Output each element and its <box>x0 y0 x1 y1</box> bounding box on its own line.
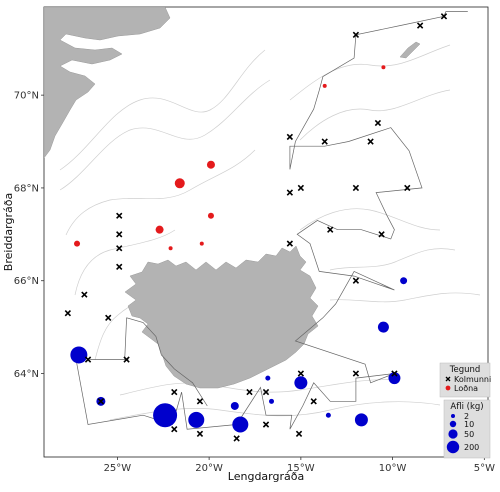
x-tick-label: 10°W <box>379 463 407 474</box>
kolmunni-point <box>321 138 328 145</box>
kolmunni-point <box>262 388 270 396</box>
kolmunni-point <box>286 133 294 141</box>
kolmunni-point <box>374 119 382 127</box>
lodna-point <box>381 65 386 70</box>
kolmunni-point <box>310 398 317 405</box>
lodna-point <box>168 246 173 251</box>
kolmunni-point <box>116 212 123 219</box>
iceland-land <box>124 245 319 389</box>
lodna-point <box>207 212 214 219</box>
kolmunni-point <box>196 430 204 437</box>
kolmunni-point <box>171 388 178 396</box>
kolmunni-point <box>404 184 411 192</box>
kolmunni-point <box>352 277 360 284</box>
legend-kolmunni-symbol <box>445 376 451 382</box>
kolmunni-point <box>367 138 374 145</box>
cruise-track <box>74 11 468 430</box>
kolmunni-point <box>105 314 112 321</box>
kolmunni-point <box>262 421 270 428</box>
kolmunni-point <box>246 388 253 396</box>
kolmunni-point <box>116 263 123 270</box>
lodna-point <box>155 225 164 234</box>
x-tick-label: 15°W <box>287 463 315 474</box>
afli-point <box>153 403 178 428</box>
jan-mayen-land <box>399 41 421 59</box>
kolmunni-point <box>84 356 92 363</box>
legend-species-title: Tegund <box>449 365 481 375</box>
kolmunni-point <box>440 13 448 20</box>
legend-afli-50-symbol <box>448 429 458 439</box>
legend-afli-200-symbol <box>446 440 460 454</box>
afli-point <box>354 413 368 427</box>
kolmunni-point <box>116 231 123 238</box>
afli-point <box>230 401 239 410</box>
legend-kolmunni-label: Kolmunni <box>454 375 491 384</box>
kolmunni-point <box>352 370 360 377</box>
afli-point <box>294 376 308 390</box>
x-tick-label: 5°W <box>474 463 495 474</box>
kolmunni-point <box>64 310 72 317</box>
legend-afli-title: Afli (kg) <box>450 402 483 412</box>
lodna-point <box>322 83 327 88</box>
afli-point <box>232 416 249 433</box>
greenland-land <box>44 7 171 159</box>
afli-point <box>70 346 88 364</box>
afli-point <box>400 277 408 285</box>
kolmunni-point <box>116 245 123 252</box>
map-panel <box>43 6 489 458</box>
afli-point <box>377 321 389 333</box>
kolmunni-point <box>196 398 204 405</box>
kolmunni-point <box>391 370 398 377</box>
kolmunni-point <box>352 31 360 39</box>
kolmunni-point <box>171 425 178 433</box>
kolmunni-point <box>327 226 334 233</box>
legend-afli-50-label: 50 <box>464 430 474 439</box>
y-tick-label: 68°N <box>14 183 39 194</box>
kolmunni-point <box>286 189 294 196</box>
legend-afli-2-label: 2 <box>464 412 469 421</box>
kolmunni-point <box>297 184 305 192</box>
legend-afli-2-symbol <box>451 414 455 418</box>
lodna-point <box>174 178 185 189</box>
afli-point <box>269 398 275 404</box>
legend-afli-200-label: 200 <box>464 443 479 452</box>
afli-point <box>265 375 271 381</box>
kolmunni-point <box>286 240 294 247</box>
kolmunni-point <box>352 184 360 192</box>
kolmunni-point <box>123 356 130 363</box>
legend-lodna-symbol <box>445 385 451 391</box>
afli-point <box>188 411 205 428</box>
y-tick-label: 64°N <box>14 369 39 380</box>
kolmunni-point <box>297 370 305 377</box>
kolmunni-point <box>378 231 385 238</box>
kolmunni-point <box>295 430 303 437</box>
kolmunni-point <box>416 22 424 29</box>
legend-species: Tegund Kolmunni Loðna <box>439 362 491 398</box>
legend-afli-10-label: 10 <box>464 420 474 429</box>
lodna-point <box>199 241 204 246</box>
kolmunni-point <box>233 435 240 442</box>
kolmunni-point <box>81 291 88 298</box>
x-tick-label: 25°W <box>104 463 132 474</box>
afli-point <box>388 372 401 385</box>
lodna-point <box>206 160 215 169</box>
legend-afli: Afli (kg) 2 10 50 200 <box>443 399 491 459</box>
y-tick-label: 66°N <box>14 276 39 287</box>
afli-point <box>325 412 331 418</box>
x-axis-title: Lengdargráða <box>228 470 304 483</box>
legend-afli-10-symbol <box>449 420 457 428</box>
y-axis-title: Breiddargráða <box>2 193 15 271</box>
legend-lodna-label: Loðna <box>454 384 478 393</box>
lodna-point <box>74 240 81 247</box>
x-tick-label: 20°W <box>195 463 223 474</box>
y-tick-label: 70°N <box>14 91 39 102</box>
kolmunni-point <box>97 398 105 405</box>
